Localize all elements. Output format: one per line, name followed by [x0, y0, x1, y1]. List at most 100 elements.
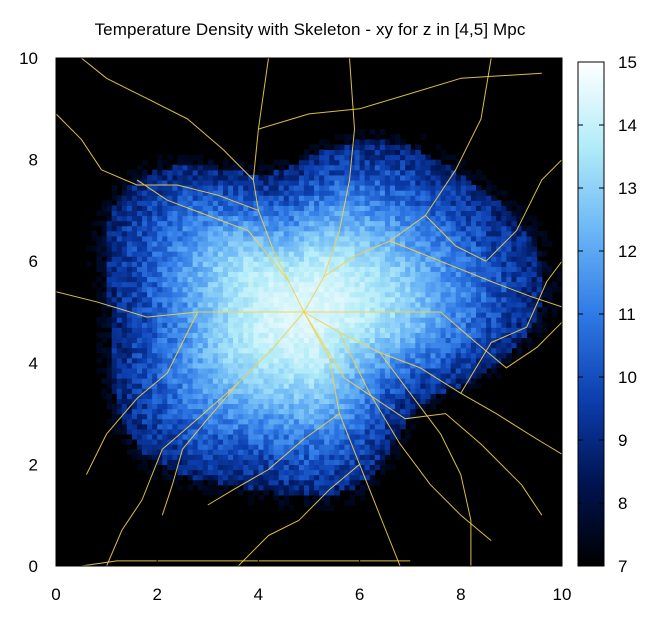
density-cell — [465, 261, 472, 267]
density-cell — [106, 200, 113, 206]
density-cell — [253, 418, 259, 425]
density-cell — [344, 337, 351, 344]
density-cell — [278, 251, 285, 257]
colorbar-tick-label: 8 — [618, 494, 627, 513]
density-cell — [288, 342, 295, 349]
density-cell — [369, 367, 376, 374]
density-cell — [470, 276, 477, 283]
density-cell — [258, 418, 265, 425]
density-cell — [319, 205, 325, 211]
density-cell — [354, 306, 361, 313]
density-cell — [501, 235, 507, 242]
density-cell — [400, 266, 406, 272]
density-cell — [379, 357, 386, 364]
density-cell — [369, 398, 376, 405]
density-cell — [339, 154, 346, 161]
density-cell — [248, 251, 254, 257]
density-cell — [293, 398, 300, 405]
density-cell — [309, 271, 315, 278]
density-cell — [263, 301, 270, 308]
density-cell — [384, 347, 391, 354]
density-cell — [374, 322, 381, 328]
density-cell — [192, 449, 199, 455]
density-cell — [526, 337, 533, 344]
density-cell — [465, 383, 472, 389]
density-cell — [192, 383, 199, 389]
density-cell — [152, 195, 158, 201]
density-cell — [329, 403, 335, 410]
density-cell — [273, 220, 280, 227]
density-cell — [475, 317, 482, 323]
density-cell — [283, 418, 290, 425]
density-cell — [445, 286, 452, 293]
density-cell — [516, 245, 523, 252]
density-cell — [465, 357, 472, 364]
density-cell — [364, 464, 371, 471]
density-cell — [136, 317, 143, 323]
density-cell — [369, 205, 376, 211]
density-cell — [293, 362, 300, 369]
density-cell — [536, 322, 543, 328]
density-cell — [486, 210, 492, 217]
density-cell — [182, 266, 189, 272]
density-cell — [410, 367, 416, 374]
density-cell — [309, 144, 315, 151]
density-cell — [400, 235, 406, 242]
density-cell — [405, 230, 411, 237]
density-cell — [288, 195, 295, 201]
density-cell — [293, 484, 300, 491]
density-cell — [157, 215, 163, 222]
density-cell — [460, 225, 467, 232]
density-cell — [106, 367, 113, 374]
density-cell — [354, 174, 361, 181]
density-cell — [126, 378, 133, 384]
density-cell — [207, 393, 214, 399]
density-cell — [491, 352, 497, 359]
density-cell — [217, 271, 224, 278]
density-cell — [197, 154, 204, 161]
density-cell — [450, 276, 457, 283]
density-cell — [182, 444, 189, 450]
density-cell — [233, 317, 239, 323]
density-cell — [217, 459, 224, 465]
density-cell — [374, 154, 381, 161]
density-cell — [106, 322, 113, 328]
density-cell — [349, 403, 356, 410]
density-cell — [136, 454, 143, 460]
density-cell — [136, 205, 143, 211]
density-cell — [177, 230, 184, 237]
density-cell — [263, 367, 270, 374]
density-cell — [162, 276, 168, 283]
density-cell — [212, 393, 219, 399]
density-cell — [288, 449, 295, 455]
density-cell — [445, 301, 452, 308]
density-cell — [475, 322, 482, 328]
density-cell — [172, 230, 179, 237]
density-cell — [395, 444, 401, 450]
density-cell — [329, 474, 335, 481]
density-cell — [278, 210, 285, 217]
density-cell — [405, 312, 411, 318]
density-cell — [339, 357, 346, 364]
density-cell — [410, 251, 416, 257]
density-cell — [202, 190, 209, 196]
density-cell — [374, 433, 381, 440]
density-cell — [142, 210, 148, 217]
density-cell — [142, 266, 148, 272]
density-cell — [486, 230, 492, 237]
density-cell — [162, 352, 168, 359]
density-cell — [91, 235, 98, 242]
density-cell — [167, 332, 173, 338]
density-cell — [324, 357, 330, 364]
density-cell — [212, 413, 219, 420]
density-cell — [455, 296, 462, 303]
density-cell — [400, 317, 406, 323]
density-cell — [369, 301, 376, 308]
density-cell — [288, 312, 295, 318]
density-cell — [273, 190, 280, 196]
density-cell — [516, 291, 523, 298]
density-cell — [329, 393, 335, 399]
density-cell — [440, 352, 447, 359]
density-cell — [111, 235, 118, 242]
density-cell — [410, 398, 416, 405]
